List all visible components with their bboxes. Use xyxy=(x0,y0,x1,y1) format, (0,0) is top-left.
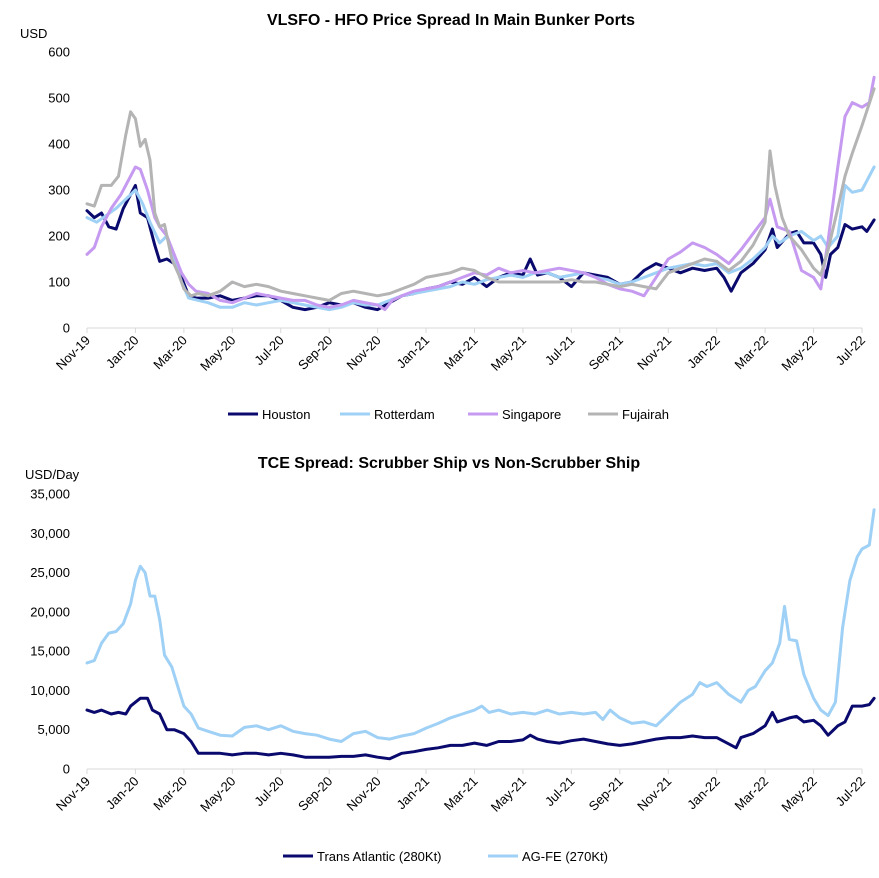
x-tick-label: Jul-21 xyxy=(542,333,578,369)
y-tick-label: 20,000 xyxy=(30,604,70,619)
y-tick-label: 400 xyxy=(48,137,70,152)
legend-label-houston: Houston xyxy=(262,407,310,422)
y-tick-label: 100 xyxy=(48,275,70,290)
y-tick-label: 15,000 xyxy=(30,644,70,659)
y-tick-label: 600 xyxy=(48,45,70,60)
x-tick-label: Jan-22 xyxy=(684,774,723,813)
y-tick-label: 10,000 xyxy=(30,683,70,698)
x-tick-label: Jan-21 xyxy=(393,333,432,372)
y-tick-label: 5,000 xyxy=(37,722,70,737)
x-tick-label: Nov-20 xyxy=(343,774,383,814)
series-line-fujairah xyxy=(85,87,876,302)
x-tick-label: Mar-20 xyxy=(150,333,190,373)
y-tick-label: 25,000 xyxy=(30,565,70,580)
series-line-ag-fe-270kt xyxy=(85,508,876,743)
x-tick-label: Sep-20 xyxy=(295,333,335,373)
x-tick-label: Mar-21 xyxy=(441,333,481,373)
legend-label-singapore: Singapore xyxy=(502,407,561,422)
x-tick-label: Jan-21 xyxy=(393,774,432,813)
y-tick-label: 30,000 xyxy=(30,526,70,541)
x-tick-label: Nov-21 xyxy=(634,774,674,814)
chart-title: VLSFO - HFO Price Spread In Main Bunker … xyxy=(267,12,635,29)
x-tick-label: May-21 xyxy=(488,333,529,374)
y-tick-label: 0 xyxy=(63,321,70,336)
x-tick-label: Sep-20 xyxy=(295,774,335,814)
series-line-rotterdam xyxy=(85,165,876,312)
x-tick-label: Jul-20 xyxy=(251,333,287,369)
y-tick-label: 300 xyxy=(48,183,70,198)
x-tick-label: Jan-20 xyxy=(103,333,142,372)
y-tick-label: 500 xyxy=(48,91,70,106)
x-tick-label: Sep-21 xyxy=(586,333,626,373)
x-tick-label: May-21 xyxy=(488,774,529,815)
y-axis-unit-label: USD/Day xyxy=(25,467,80,482)
x-tick-label: May-22 xyxy=(778,333,819,374)
x-tick-label: Jan-20 xyxy=(103,774,142,813)
x-tick-label: Jul-21 xyxy=(542,774,578,810)
x-tick-label: May-20 xyxy=(197,333,238,374)
x-tick-label: Nov-19 xyxy=(53,333,93,373)
x-tick-label: Nov-21 xyxy=(634,333,674,373)
legend-label-fujairah: Fujairah xyxy=(622,407,669,422)
series-line-trans-atlantic-280kt xyxy=(85,696,876,761)
bunker-spread-chart: VLSFO - HFO Price Spread In Main Bunker … xyxy=(20,12,876,422)
x-tick-label: May-22 xyxy=(778,774,819,815)
x-tick-label: Nov-19 xyxy=(53,774,93,814)
legend-label-rotterdam: Rotterdam xyxy=(374,407,435,422)
x-tick-label: Jan-22 xyxy=(684,333,723,372)
y-tick-label: 200 xyxy=(48,229,70,244)
series-line-houston xyxy=(85,183,876,312)
x-tick-label: Mar-20 xyxy=(150,774,190,814)
x-tick-label: Nov-20 xyxy=(343,333,383,373)
x-tick-label: Sep-21 xyxy=(586,774,626,814)
x-tick-label: Jul-22 xyxy=(832,774,868,810)
legend-label-ag-fe-270kt: AG-FE (270Kt) xyxy=(522,849,608,864)
x-tick-label: Jul-20 xyxy=(251,774,287,810)
x-tick-label: Jul-22 xyxy=(832,333,868,369)
y-tick-label: 35,000 xyxy=(30,487,70,502)
legend-label-trans-atlantic-280kt: Trans Atlantic (280Kt) xyxy=(317,849,442,864)
y-axis-unit-label: USD xyxy=(20,26,47,41)
x-tick-label: Mar-22 xyxy=(732,774,772,814)
x-tick-label: May-20 xyxy=(197,774,238,815)
x-tick-label: Mar-21 xyxy=(441,774,481,814)
x-tick-label: Mar-22 xyxy=(732,333,772,373)
chart-title: TCE Spread: Scrubber Ship vs Non-Scrubbe… xyxy=(258,455,641,472)
tce-spread-chart: TCE Spread: Scrubber Ship vs Non-Scrubbe… xyxy=(25,455,876,864)
y-tick-label: 0 xyxy=(63,762,70,777)
